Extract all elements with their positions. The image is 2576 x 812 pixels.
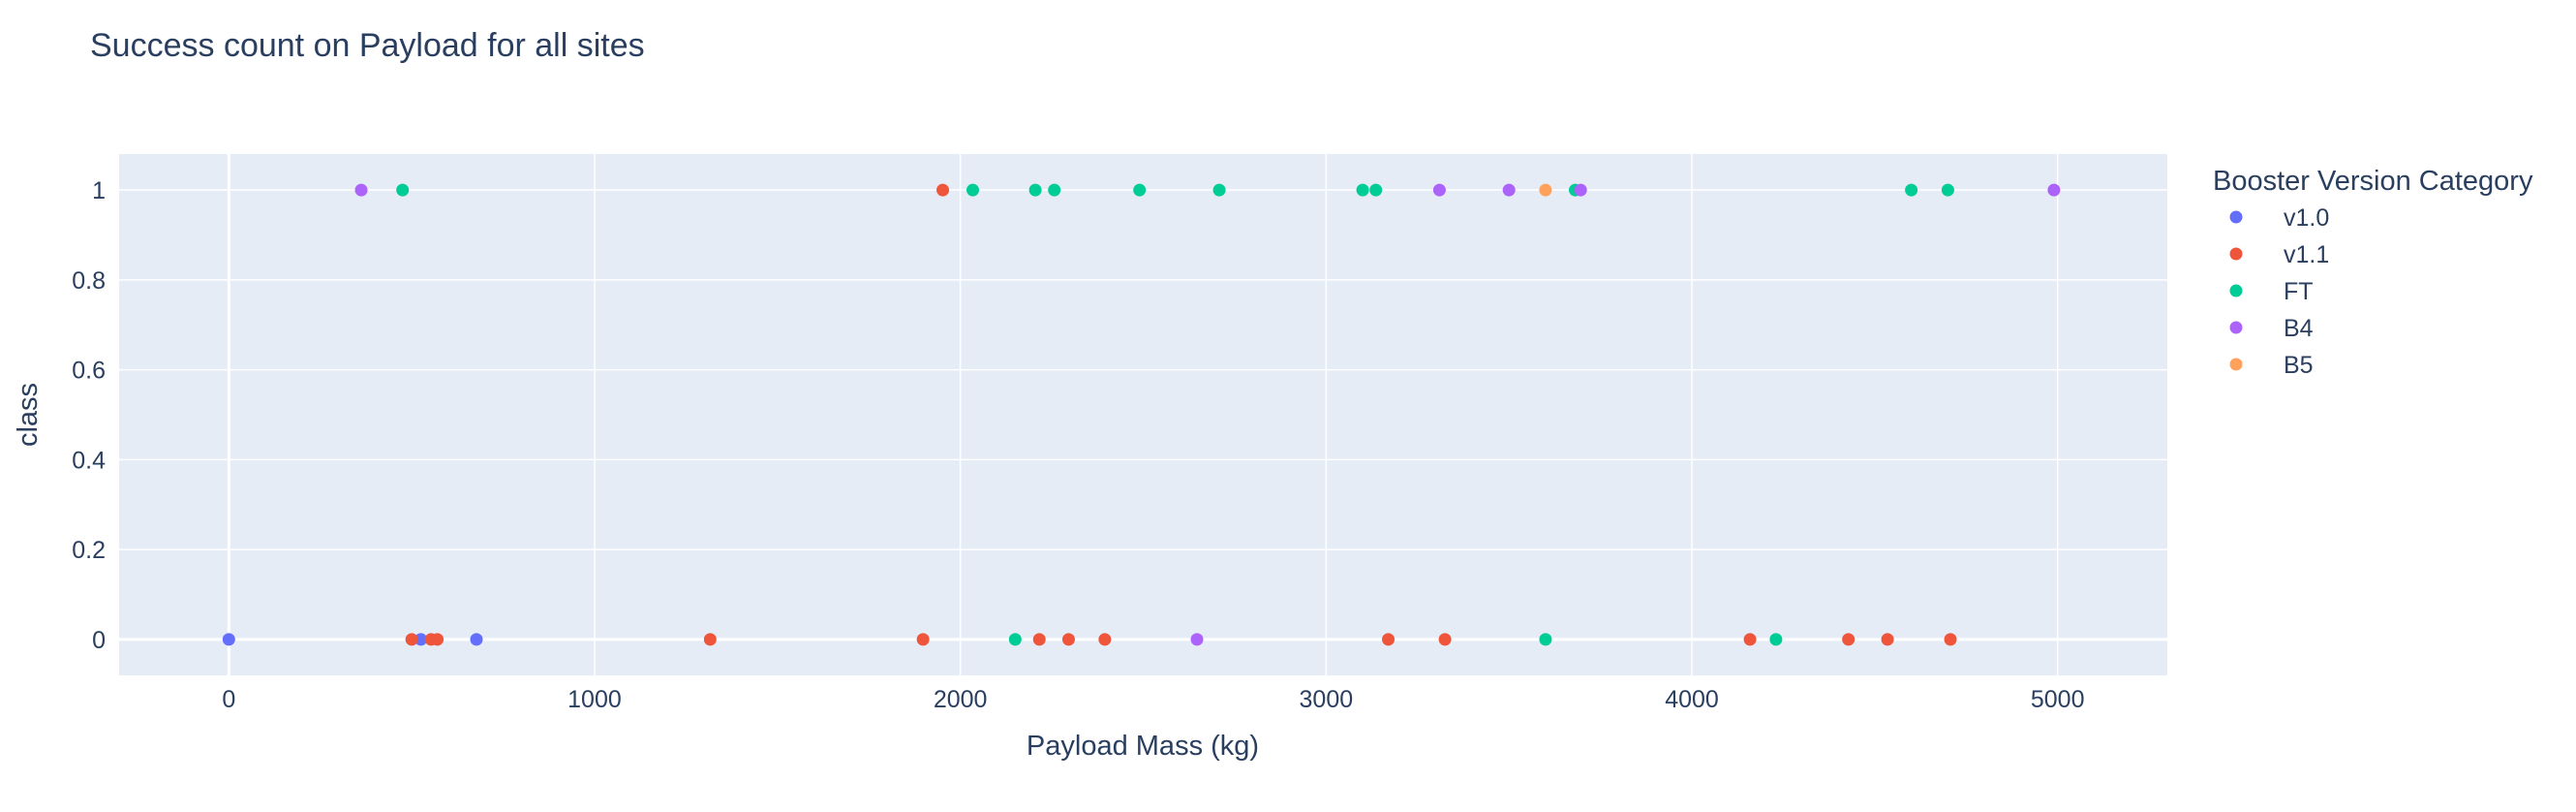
data-point <box>916 633 930 646</box>
data-point <box>1539 183 1552 197</box>
data-point <box>936 183 950 197</box>
legend-marker <box>2229 358 2243 371</box>
x-tick-label: 4000 <box>1665 686 1719 713</box>
legend-marker <box>2229 284 2243 297</box>
data-point <box>396 183 410 197</box>
data-point <box>1432 183 1446 197</box>
x-tick-label: 0 <box>222 686 235 713</box>
legend-title: Booster Version Category <box>2213 166 2533 197</box>
x-tick-label: 1000 <box>567 686 622 713</box>
legend: Booster Version Category v1.0 v1.1 FT B4 B5 <box>2213 166 2533 379</box>
data-point <box>966 183 980 197</box>
data-point <box>222 633 235 646</box>
data-point <box>1944 633 1957 646</box>
legend-label: v1.1 <box>2284 241 2329 268</box>
legend-label: B5 <box>2284 352 2314 379</box>
data-point <box>1502 183 1516 197</box>
data-point <box>1881 633 1894 646</box>
data-point <box>1061 633 1075 646</box>
data-point <box>1905 183 1918 197</box>
y-tick-label: 0.2 <box>72 537 106 564</box>
data-point <box>1212 183 1226 197</box>
legend-marker <box>2229 321 2243 334</box>
x-tick-label: 3000 <box>1300 686 1354 713</box>
legend-label: FT <box>2284 278 2314 305</box>
legend-label: v1.0 <box>2284 204 2329 232</box>
data-point <box>1048 183 1061 197</box>
x-tick-labels: 0 1000 2000 3000 4000 5000 <box>222 686 2084 713</box>
y-tick-label: 0.8 <box>72 267 106 295</box>
y-tick-label: 0.6 <box>72 358 106 385</box>
x-axis-title: Payload Mass (kg) <box>1027 731 1259 762</box>
legend-marker <box>2229 210 2243 224</box>
data-point <box>1098 633 1112 646</box>
legend-marker <box>2229 247 2243 261</box>
data-point <box>1008 633 1022 646</box>
data-point <box>703 633 717 646</box>
plot-area <box>119 154 2167 675</box>
y-axis-title: class <box>13 383 44 447</box>
data-point <box>470 633 483 646</box>
data-points <box>222 183 2061 646</box>
data-point <box>1356 183 1369 197</box>
data-point <box>1382 633 1395 646</box>
data-point <box>405 633 418 646</box>
data-point <box>1438 633 1452 646</box>
data-point <box>414 633 428 646</box>
y-tick-label: 1 <box>92 177 106 204</box>
data-point <box>1028 183 1042 197</box>
data-point <box>1769 633 1783 646</box>
y-tick-label: 0 <box>92 627 106 654</box>
y-tick-label: 0.4 <box>72 447 106 474</box>
x-gridlines <box>227 154 2059 675</box>
data-point <box>1842 633 1855 646</box>
data-point <box>431 633 445 646</box>
data-point <box>1190 633 1204 646</box>
data-point <box>1574 183 1587 197</box>
data-point <box>1539 633 1552 646</box>
data-point <box>1743 633 1757 646</box>
data-point <box>1032 633 1046 646</box>
y-tick-labels: 0 0.2 0.4 0.6 0.8 1 <box>72 177 106 654</box>
x-tick-label: 2000 <box>934 686 988 713</box>
chart-title: Success count on Payload for all sites <box>90 27 645 64</box>
data-point <box>354 183 368 197</box>
data-point <box>1133 183 1147 197</box>
data-point <box>1941 183 1954 197</box>
data-point <box>2047 183 2061 197</box>
legend-label: B4 <box>2284 315 2314 342</box>
data-point <box>1369 183 1383 197</box>
x-tick-label: 5000 <box>2031 686 2085 713</box>
